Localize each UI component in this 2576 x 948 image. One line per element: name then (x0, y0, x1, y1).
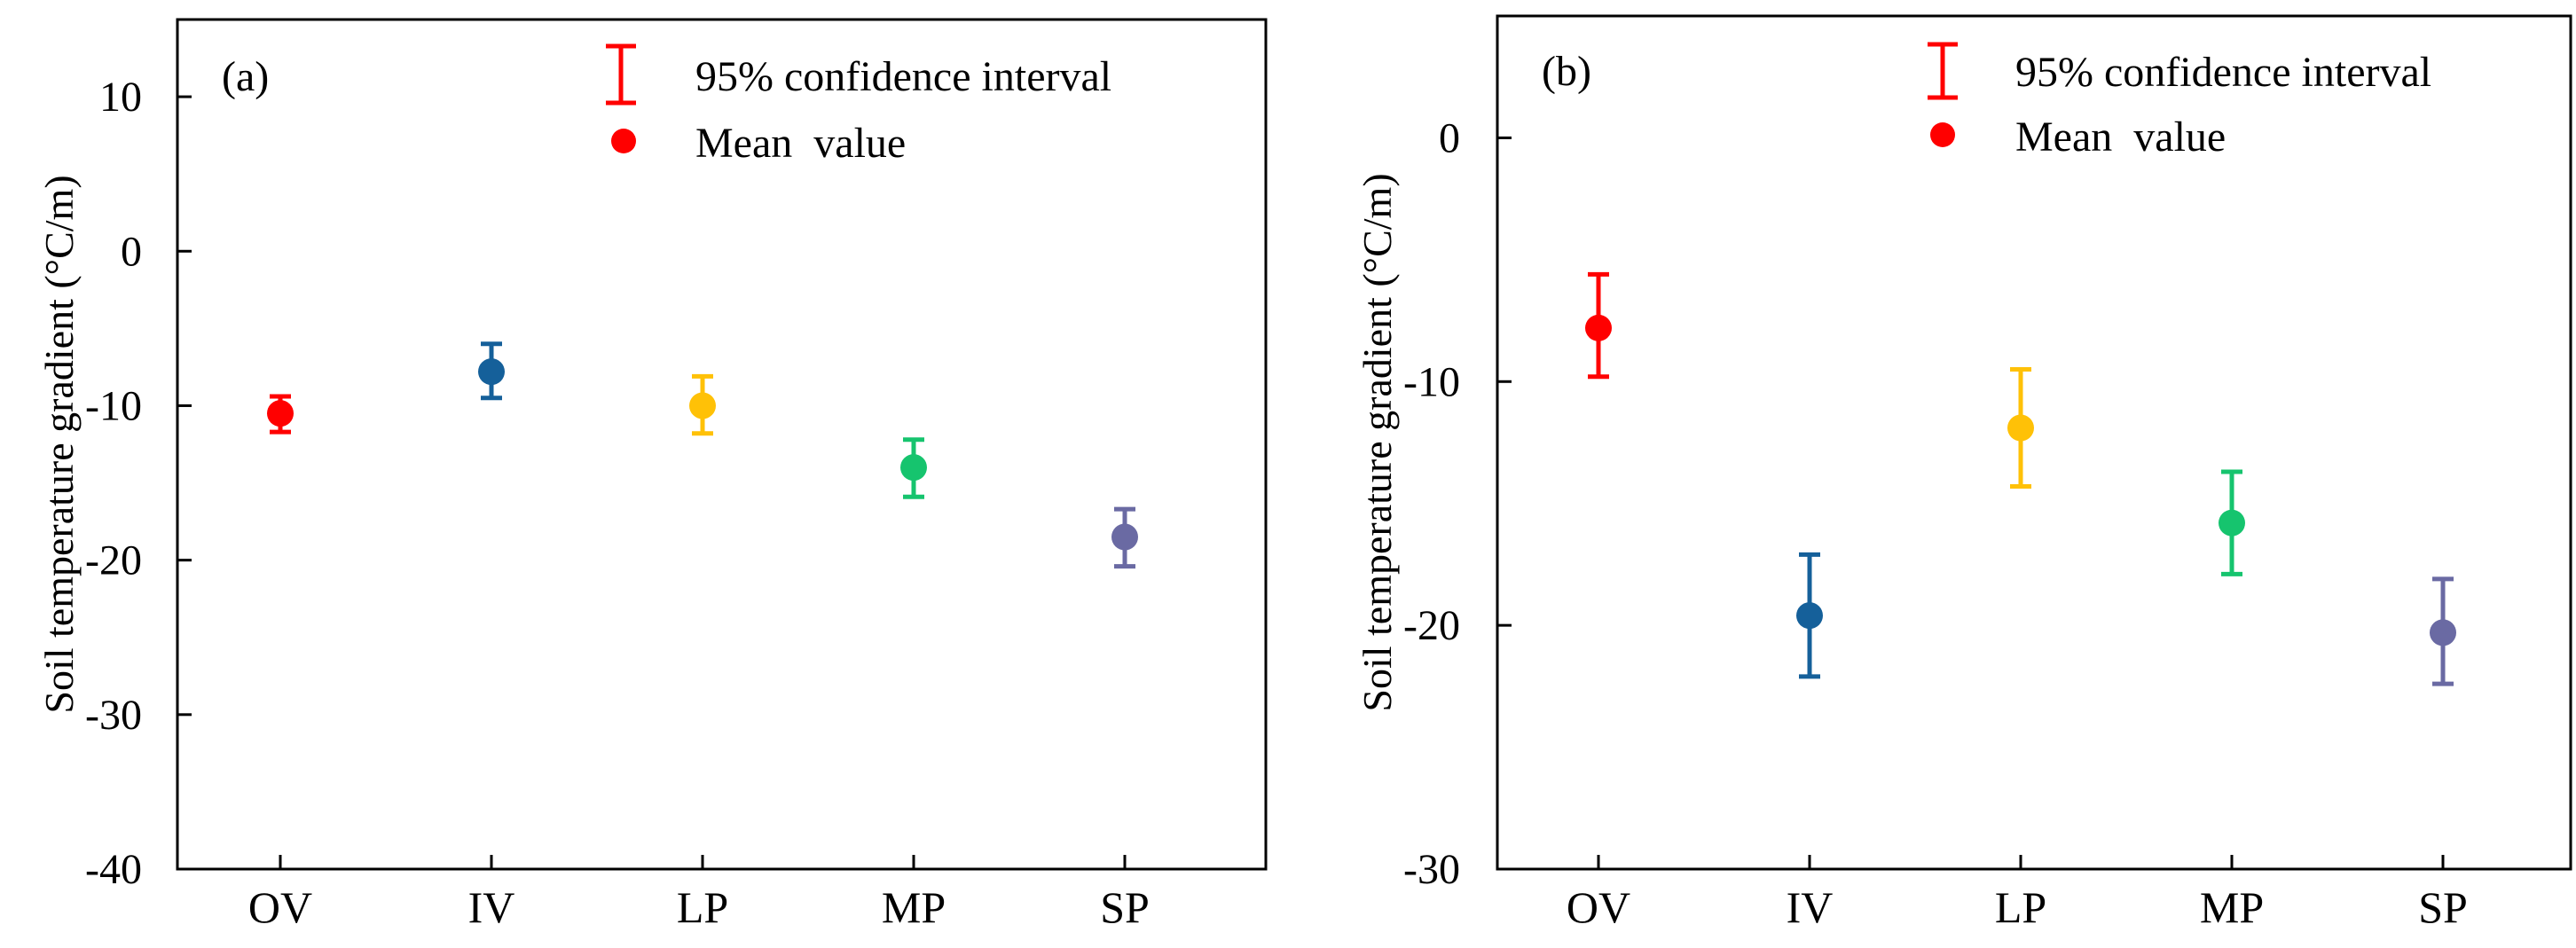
legend-mean-dot (611, 129, 636, 153)
mean-marker-iv (1796, 602, 1823, 630)
point-iv (478, 341, 505, 401)
y-tick-label: -40 (85, 846, 142, 893)
plot-frame (1496, 14, 2572, 871)
point-mp (900, 437, 927, 499)
legend-label-mean: Mean value (695, 120, 906, 167)
x-tick-label: IV (468, 882, 515, 932)
point-ov (1585, 271, 1612, 380)
plot-frame (176, 18, 1268, 871)
point-sp (1111, 506, 1138, 569)
x-tick-label: OV (1567, 882, 1630, 932)
mean-marker-iv (478, 358, 505, 386)
x-tick-label: MP (2200, 882, 2264, 932)
y-tick-label: 0 (1439, 114, 1460, 161)
y-tick-label: -20 (1403, 602, 1460, 649)
legend: 95% confidence interval Mean value (606, 43, 1111, 167)
mean-marker-mp (2219, 509, 2245, 537)
x-tick-label: MP (882, 882, 946, 932)
y-tick-label: -10 (1403, 358, 1460, 405)
point-lp (689, 373, 716, 436)
data-points (1585, 271, 2456, 686)
x-tick-label: OV (248, 882, 312, 932)
panel-a: Soil temperature gradient (°C/m) (a) 10 0… (36, 18, 1268, 932)
point-lp (2007, 367, 2034, 489)
x-tick-label: SP (1100, 882, 1150, 932)
y-axis-ticks: 10 0 -10 -20 -30 -40 (85, 74, 192, 893)
panel-label: (a) (222, 53, 269, 100)
x-tick-label: LP (677, 882, 728, 932)
legend-mean-dot (1930, 122, 1955, 147)
legend-errorbar-symbol (606, 43, 636, 106)
x-tick-label: SP (2418, 882, 2468, 932)
legend-label-ci: 95% confidence interval (2015, 49, 2431, 96)
x-tick-label: IV (1787, 882, 1834, 932)
legend-label-ci: 95% confidence interval (695, 53, 1111, 100)
mean-marker-lp (2007, 414, 2034, 442)
mean-marker-ov (1585, 314, 1612, 341)
legend-label-mean: Mean value (2015, 114, 2226, 161)
panel-label: (b) (1542, 48, 1591, 95)
point-ov (267, 394, 294, 435)
mean-marker-sp (2430, 619, 2456, 646)
y-tick-label: -10 (85, 382, 142, 429)
point-iv (1796, 552, 1823, 679)
x-axis-ticks: OV IV LP MP SP (248, 855, 1150, 932)
x-axis-ticks: OV IV LP MP SP (1567, 855, 2468, 932)
y-tick-label: 0 (121, 228, 142, 275)
panel-b: Soil temperature gradient (°C/m) (b) 0 -1… (1355, 14, 2572, 932)
y-tick-label: -20 (85, 537, 142, 584)
point-sp (2430, 576, 2456, 686)
data-points (267, 341, 1138, 569)
y-axis-title: Soil temperature gradient (°C/m) (36, 175, 82, 713)
y-tick-label: -30 (1403, 846, 1460, 893)
legend-errorbar-symbol (1928, 42, 1958, 100)
mean-marker-lp (689, 392, 716, 419)
mean-marker-sp (1111, 523, 1138, 551)
mean-marker-ov (267, 400, 294, 427)
y-axis-title: Soil temperature gradient (°C/m) (1355, 173, 1400, 711)
y-tick-label: -30 (85, 692, 142, 739)
point-mp (2219, 469, 2245, 576)
legend: 95% confidence interval Mean value (1928, 42, 2431, 161)
y-tick-label: 10 (99, 74, 142, 121)
y-axis-ticks: 0 -10 -20 -30 (1403, 114, 1512, 893)
mean-marker-mp (900, 454, 927, 482)
x-tick-label: LP (1995, 882, 2046, 932)
